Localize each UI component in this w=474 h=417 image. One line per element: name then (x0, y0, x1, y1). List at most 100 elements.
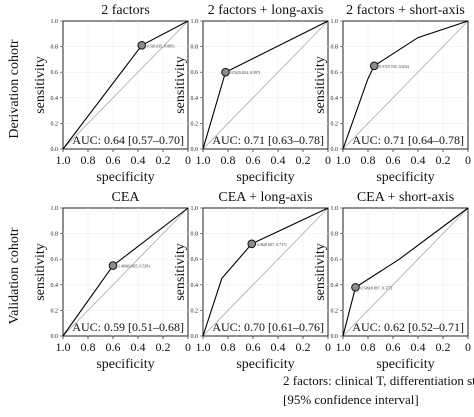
x-tick-label: 0.8 (361, 340, 376, 354)
panel-title: 2 factors + short-axis (346, 3, 465, 18)
x-tick-label: 0.8 (221, 340, 236, 354)
threshold-label: 0.57(0.745, 0.652) (379, 64, 409, 70)
x-tick-label: 0.2 (296, 340, 311, 354)
x-tick-label: 0.6 (246, 153, 261, 167)
y-axis-label: sensitivity (33, 243, 48, 301)
y-tick-label: 0.2 (191, 121, 199, 127)
x-tick-label: 0.6 (386, 340, 401, 354)
y-tick-label: 0.8 (51, 45, 59, 51)
panel-title: 2 factors + long-axis (208, 3, 324, 18)
x-tick-label: 0.8 (81, 153, 96, 167)
y-tick-label: 0.0 (331, 147, 339, 153)
row-label-derivation: Derivation cohotr (7, 39, 22, 138)
roc-panels: 2 factors 1.0 0.8 0.6 0.4 0.2 0 1.0 0.8 0.6 0.4 0.2… (33, 3, 471, 372)
y-tick-label: 0.0 (51, 147, 59, 153)
x-tick-label: 0.6 (106, 153, 121, 167)
threshold-point (221, 67, 230, 77)
y-tick-label: 0.4 (331, 283, 339, 289)
y-axis-label: sensitivity (33, 56, 48, 114)
chance-diagonal (62, 207, 189, 337)
roc-panel: CEA + long-axis 1.0 0.8 0.6 0.4 0.2 0 1.0 0.8 0.6… (173, 190, 331, 372)
y-tick-label: 0.4 (191, 283, 199, 289)
x-tick-label: 0.8 (221, 153, 236, 167)
x-tick-label: 0.4 (131, 153, 146, 167)
y-tick-label: 0.6 (331, 70, 339, 76)
x-tick-label: 1.0 (56, 340, 71, 354)
x-tick-label: 0.6 (386, 153, 401, 167)
threshold-point (108, 261, 118, 270)
auc-label: AUC: 0.71 [0.64–0.78] (352, 133, 464, 147)
y-tick-label: 0.2 (331, 121, 339, 127)
chance-diagonal (342, 207, 469, 337)
x-tick-label: 1.0 (196, 340, 211, 354)
y-tick-label: 1.0 (331, 206, 339, 212)
y-tick-label: 0.2 (51, 121, 59, 127)
roc-panel: 2 factors 1.0 0.8 0.6 0.4 0.2 0 1.0 0.8 0.6 0.4 0.2… (33, 3, 191, 185)
y-tick-label: 1.0 (331, 19, 339, 25)
auc-label: AUC: 0.64 [0.57–0.70] (72, 133, 184, 147)
y-tick-label: 1.0 (51, 206, 59, 212)
panel-title: CEA + short-axis (357, 190, 454, 205)
y-tick-label: 0.2 (51, 308, 59, 314)
y-tick-label: 0.6 (51, 70, 59, 76)
x-tick-label: 0.4 (411, 153, 426, 167)
y-tick-label: 0.6 (191, 257, 199, 263)
y-axis-label: sensitivity (313, 243, 328, 301)
x-tick-label: 0 (325, 153, 331, 167)
x-tick-label: 1.0 (196, 153, 211, 167)
y-axis-label: sensitivity (173, 56, 188, 114)
chance-diagonal (62, 20, 189, 150)
threshold-label: 0.549(0.897, 0.377) (361, 285, 393, 291)
roc-panel: 2 factors + long-axis 1.0 0.8 0.6 0.4 0.2 0 1.0… (173, 3, 331, 185)
y-tick-label: 0.0 (51, 334, 59, 340)
y-tick-label: 1.0 (51, 19, 59, 25)
x-tick-label: 0 (325, 340, 331, 354)
x-tick-label: 0 (465, 340, 471, 354)
y-axis-label: sensitivity (173, 243, 188, 301)
footnote-line1: 2 factors: clinical T, differentiation s… (283, 373, 474, 388)
auc-label: AUC: 0.71 [0.63–0.78] (212, 133, 324, 147)
panel-title: 2 factors (101, 3, 150, 18)
chance-diagonal (342, 20, 469, 150)
y-tick-label: 0.0 (191, 334, 199, 340)
chance-diagonal (202, 20, 329, 150)
x-tick-label: 1.0 (336, 340, 351, 354)
x-tick-label: 0.4 (131, 340, 146, 354)
x-tick-label: 0.2 (296, 153, 311, 167)
x-axis-label: specificity (96, 357, 154, 372)
y-tick-label: 0.8 (191, 232, 199, 238)
y-tick-label: 0.8 (331, 232, 339, 238)
x-axis-label: specificity (96, 170, 154, 185)
x-tick-label: 0.4 (411, 340, 426, 354)
threshold-point (351, 283, 360, 292)
y-tick-label: 0.4 (331, 96, 339, 102)
x-tick-label: 0.2 (436, 153, 451, 167)
roc-curve (202, 207, 329, 337)
threshold-point (137, 41, 147, 50)
threshold-label: 0.5(0.635, 0.805) (147, 43, 175, 49)
x-tick-label: 0.2 (156, 153, 171, 167)
x-axis-label: specificity (236, 170, 294, 185)
auc-label: AUC: 0.70 [0.61–0.76] (212, 320, 324, 334)
x-tick-label: 0.6 (106, 340, 121, 354)
threshold-point (247, 239, 257, 249)
y-tick-label: 0.8 (331, 45, 339, 51)
x-tick-label: 0.2 (436, 340, 451, 354)
panel-title: CEA + long-axis (218, 190, 312, 205)
y-tick-label: 0.8 (51, 232, 59, 238)
roc-panel: 2 factors + short-axis 1.0 0.8 0.6 0.4 0.2 0 1.… (313, 3, 471, 185)
footnote-line2: [95% confidence interval] (283, 392, 419, 407)
y-tick-label: 0.2 (331, 308, 339, 314)
threshold-point (369, 61, 379, 71)
chance-diagonal (202, 207, 329, 337)
row-label-validation: Validation cohotr (7, 227, 22, 324)
y-axis-label: sensitivity (313, 56, 328, 114)
threshold-label: 0.52(0.824, 0.597) (231, 70, 261, 76)
x-tick-label: 0.4 (271, 153, 286, 167)
x-tick-label: 0.6 (246, 340, 261, 354)
x-axis-label: specificity (376, 357, 434, 372)
roc-curve (342, 207, 469, 337)
x-tick-label: 0 (185, 340, 191, 354)
